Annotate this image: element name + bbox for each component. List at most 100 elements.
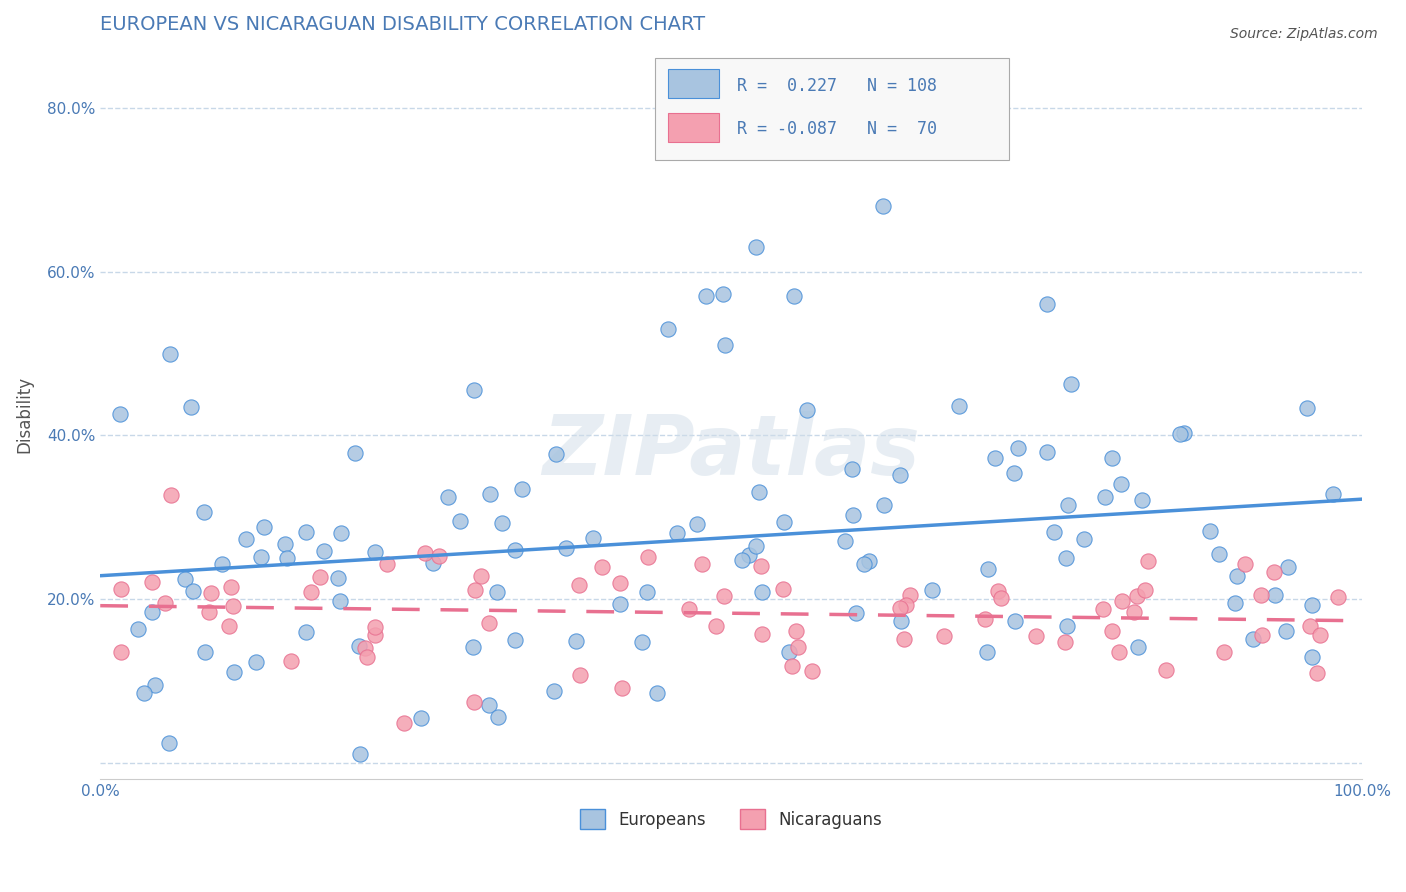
Point (294, 624, 316, 639)
Point (872, 199, 894, 213)
Point (392, 715, 415, 730)
Point (153, 596, 176, 610)
Point (159, 488, 181, 502)
Point (413, 546, 436, 560)
Point (134, 686, 156, 700)
Legend: Europeans, Nicaraguans: Europeans, Nicaraguans (574, 803, 889, 836)
Point (1250, 628, 1272, 642)
Point (665, 525, 688, 540)
Point (1250, 589, 1272, 603)
Point (309, 569, 332, 583)
Point (253, 520, 276, 534)
Point (347, 639, 370, 653)
Point (738, 549, 761, 563)
Point (713, 589, 735, 603)
Point (1073, 532, 1095, 546)
Point (543, 684, 565, 698)
Point (463, 695, 485, 709)
Point (1025, 629, 1047, 643)
Point (364, 544, 387, 558)
Point (1126, 589, 1149, 603)
Point (274, 536, 297, 550)
Point (1135, 582, 1157, 597)
Point (706, 619, 728, 633)
Point (198, 605, 221, 619)
FancyBboxPatch shape (668, 69, 718, 98)
Point (218, 619, 240, 633)
Point (1091, 602, 1114, 616)
Point (974, 612, 997, 626)
Point (127, 622, 149, 636)
Point (1301, 650, 1323, 665)
Point (491, 516, 513, 531)
Point (219, 580, 242, 594)
Point (948, 399, 970, 413)
Point (235, 532, 257, 546)
Point (180, 400, 202, 414)
Point (678, 601, 700, 615)
Text: R =  0.227   N = 108: R = 0.227 N = 108 (737, 77, 938, 95)
Point (990, 591, 1012, 606)
FancyBboxPatch shape (655, 58, 1008, 160)
Point (1035, 297, 1057, 311)
Point (1199, 524, 1222, 539)
Point (110, 582, 132, 596)
Point (364, 620, 387, 634)
Point (145, 678, 167, 692)
Point (330, 526, 353, 541)
Point (898, 588, 921, 602)
Point (546, 447, 568, 461)
Point (181, 584, 204, 599)
Y-axis label: Disability: Disability (15, 376, 32, 453)
Point (609, 576, 631, 591)
Point (630, 634, 652, 648)
Point (748, 485, 770, 500)
Point (1101, 624, 1123, 639)
Point (568, 668, 591, 682)
Point (478, 615, 501, 630)
Point (1168, 426, 1191, 441)
Point (889, 468, 911, 483)
Point (783, 289, 806, 303)
Point (796, 403, 818, 417)
Point (1137, 554, 1160, 568)
Point (695, 289, 717, 303)
Point (1053, 634, 1076, 648)
Point (1122, 605, 1144, 619)
Point (780, 659, 803, 673)
Point (842, 508, 865, 522)
Point (449, 514, 471, 528)
Point (437, 490, 460, 504)
Point (987, 584, 1010, 599)
Text: ZIPatlas: ZIPatlas (543, 411, 920, 491)
Point (141, 575, 163, 590)
Point (245, 656, 267, 670)
Point (464, 582, 486, 597)
Point (1296, 401, 1319, 416)
Point (222, 665, 245, 680)
Point (1223, 596, 1246, 610)
Point (745, 539, 768, 553)
Point (422, 557, 444, 571)
Point (1002, 467, 1025, 481)
Point (510, 482, 533, 496)
Point (1060, 377, 1083, 392)
Point (845, 607, 868, 621)
Point (1233, 558, 1256, 572)
Point (773, 516, 796, 530)
Point (686, 516, 709, 531)
Point (1111, 594, 1133, 608)
Point (1306, 665, 1329, 680)
Point (173, 572, 195, 586)
Point (1173, 425, 1195, 440)
Point (801, 665, 824, 679)
Point (853, 557, 876, 571)
Point (1208, 547, 1230, 561)
Point (1301, 599, 1323, 613)
Point (141, 605, 163, 619)
Point (486, 710, 509, 724)
Text: EUROPEAN VS NICARAGUAN DISABILITY CORRELATION CHART: EUROPEAN VS NICARAGUAN DISABILITY CORREL… (100, 15, 706, 34)
Point (1299, 619, 1322, 633)
Point (984, 451, 1007, 466)
Point (193, 505, 215, 519)
